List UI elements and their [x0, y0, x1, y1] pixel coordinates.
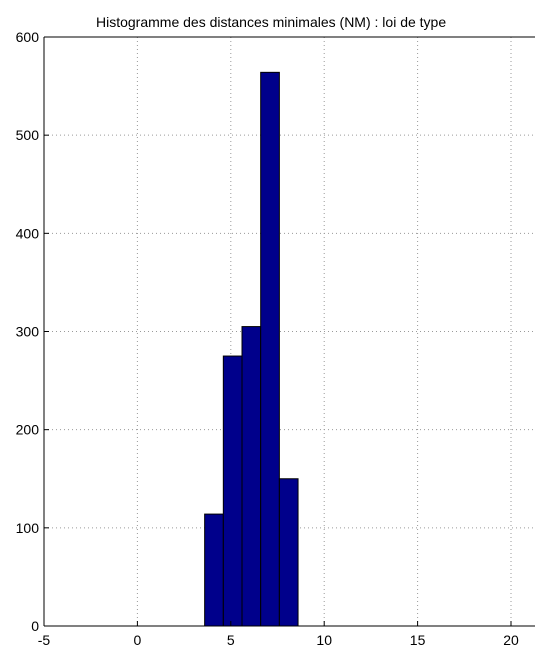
x-tick-label: 10: [316, 632, 332, 648]
y-tick-label: 300: [16, 324, 40, 340]
y-tick-label: 200: [16, 422, 40, 438]
histogram-bar: [260, 71, 280, 627]
x-axis-ticks: -5 0 5 10 15 20: [38, 621, 519, 648]
x-tick-label: 5: [227, 632, 235, 648]
x-tick-label: -5: [38, 632, 51, 648]
x-tick-label: 20: [503, 632, 519, 648]
y-tick-label: 100: [16, 520, 40, 536]
y-tick-label: 600: [16, 29, 40, 45]
histogram-bar: [241, 326, 262, 627]
y-tick-label: 400: [16, 225, 40, 241]
chart-title: Histogramme des distances minimales (NM)…: [96, 14, 446, 30]
y-axis-ticks: 0 100 200 300 400 500 600: [16, 29, 49, 634]
histogram-bar: [222, 355, 243, 627]
x-tick-label: 0: [134, 632, 142, 648]
x-tick-label: 15: [410, 632, 426, 648]
histogram-bar: [278, 478, 299, 627]
bars: [204, 71, 299, 627]
histogram-bar: [204, 513, 224, 627]
y-tick-label: 500: [16, 127, 40, 143]
y-tick-label: 0: [31, 618, 39, 634]
